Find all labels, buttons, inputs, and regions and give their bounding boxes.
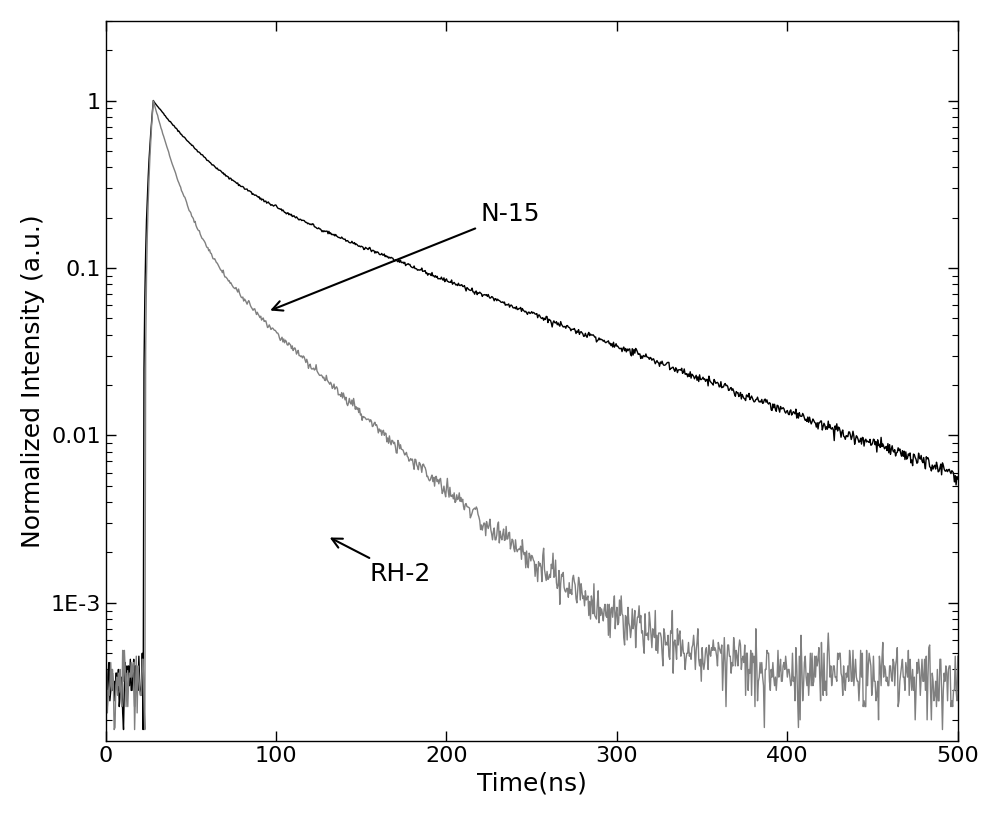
Text: N-15: N-15 — [272, 202, 540, 311]
Y-axis label: Normalized Intensity (a.u.): Normalized Intensity (a.u.) — [21, 214, 45, 548]
X-axis label: Time(ns): Time(ns) — [477, 771, 587, 795]
Text: RH-2: RH-2 — [332, 539, 431, 586]
